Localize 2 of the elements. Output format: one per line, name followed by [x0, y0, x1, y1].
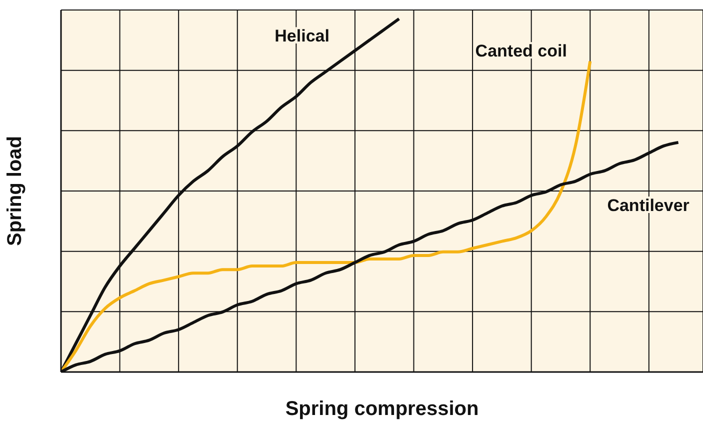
y-axis-title: Spring load: [4, 136, 26, 246]
x-axis-title: Spring compression: [285, 398, 479, 420]
